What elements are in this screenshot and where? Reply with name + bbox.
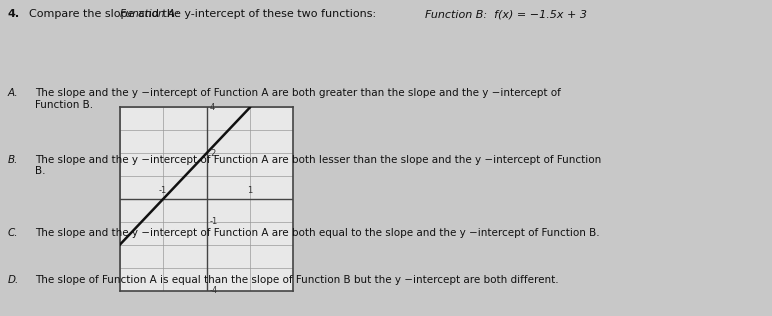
Text: 4.: 4. xyxy=(8,9,20,20)
Text: -1: -1 xyxy=(210,217,218,227)
Text: -1: -1 xyxy=(159,186,168,195)
Text: Function B:  f(x) = −1.5x + 3: Function B: f(x) = −1.5x + 3 xyxy=(425,9,587,20)
Text: The slope and the y −intercept of Function A are both greater than the slope and: The slope and the y −intercept of Functi… xyxy=(35,88,560,110)
Text: The slope of Function A is equal than the slope of Function B but the y −interce: The slope of Function A is equal than th… xyxy=(35,275,558,285)
Text: -4: -4 xyxy=(210,286,218,295)
Text: Compare the slope and the y-intercept of these two functions:: Compare the slope and the y-intercept of… xyxy=(29,9,377,20)
Text: 1: 1 xyxy=(247,186,252,195)
Text: The slope and the y −intercept of Function A are both lesser than the slope and : The slope and the y −intercept of Functi… xyxy=(35,155,601,176)
Text: A.: A. xyxy=(8,88,19,99)
Text: D.: D. xyxy=(8,275,19,285)
Text: B.: B. xyxy=(8,155,18,165)
Text: Function A:: Function A: xyxy=(120,9,178,20)
Text: C.: C. xyxy=(8,228,19,238)
Text: The slope and the y −intercept of Function A are both equal to the slope and the: The slope and the y −intercept of Functi… xyxy=(35,228,599,238)
Text: 4: 4 xyxy=(210,103,215,112)
Text: 2: 2 xyxy=(210,149,215,158)
